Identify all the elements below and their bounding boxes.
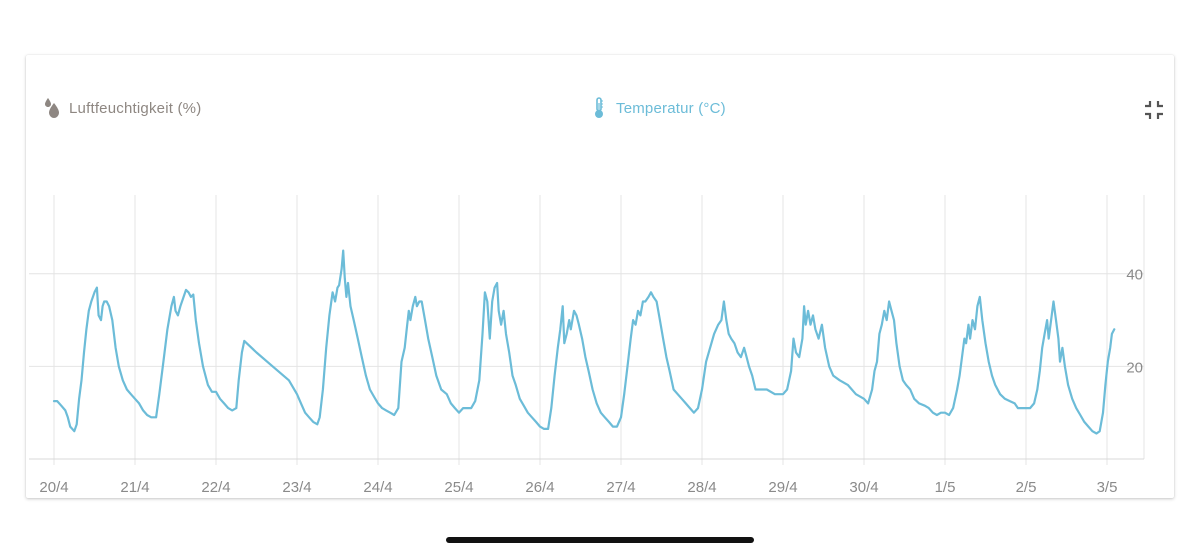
- y-tick-label: 20: [1126, 359, 1143, 376]
- water-drops-icon: [45, 98, 59, 118]
- x-tick-label: 20/4: [39, 479, 68, 496]
- x-tick-label: 24/4: [363, 479, 392, 496]
- collapse-icon[interactable]: [1143, 99, 1165, 121]
- thermometer-icon: [595, 97, 603, 118]
- chart-grid: [29, 195, 1145, 465]
- x-tick-label: 23/4: [282, 479, 311, 496]
- x-tick-label: 27/4: [606, 479, 635, 496]
- legend-humidity-label: Luftfeuchtigkeit (%): [69, 99, 202, 117]
- x-tick-label: 3/5: [1097, 479, 1118, 496]
- x-tick-label: 1/5: [935, 479, 956, 496]
- legend-temperature-label: Temperatur (°C): [616, 99, 726, 117]
- x-tick-label: 26/4: [525, 479, 554, 496]
- chart-card: [26, 55, 1174, 498]
- y-tick-label: 40: [1126, 267, 1143, 284]
- x-tick-label: 30/4: [849, 479, 878, 496]
- x-tick-label: 28/4: [687, 479, 716, 496]
- x-tick-label: 25/4: [444, 479, 473, 496]
- x-tick-label: 22/4: [201, 479, 230, 496]
- x-tick-label: 2/5: [1016, 479, 1037, 496]
- x-tick-label: 29/4: [768, 479, 797, 496]
- home-indicator: [446, 537, 754, 543]
- legend-temperature[interactable]: Temperatur (°C): [590, 96, 726, 120]
- x-tick-label: 21/4: [120, 479, 149, 496]
- chart-ticks: 20/4 21/4 22/4 23/4 24/4 25/4 26/4 27/4 28/4 29/4…: [39, 267, 1143, 496]
- legend-humidity[interactable]: Luftfeuchtigkeit (%): [43, 96, 201, 120]
- series-line-temperature: [52, 249, 1116, 435]
- chart-series: [52, 249, 1116, 435]
